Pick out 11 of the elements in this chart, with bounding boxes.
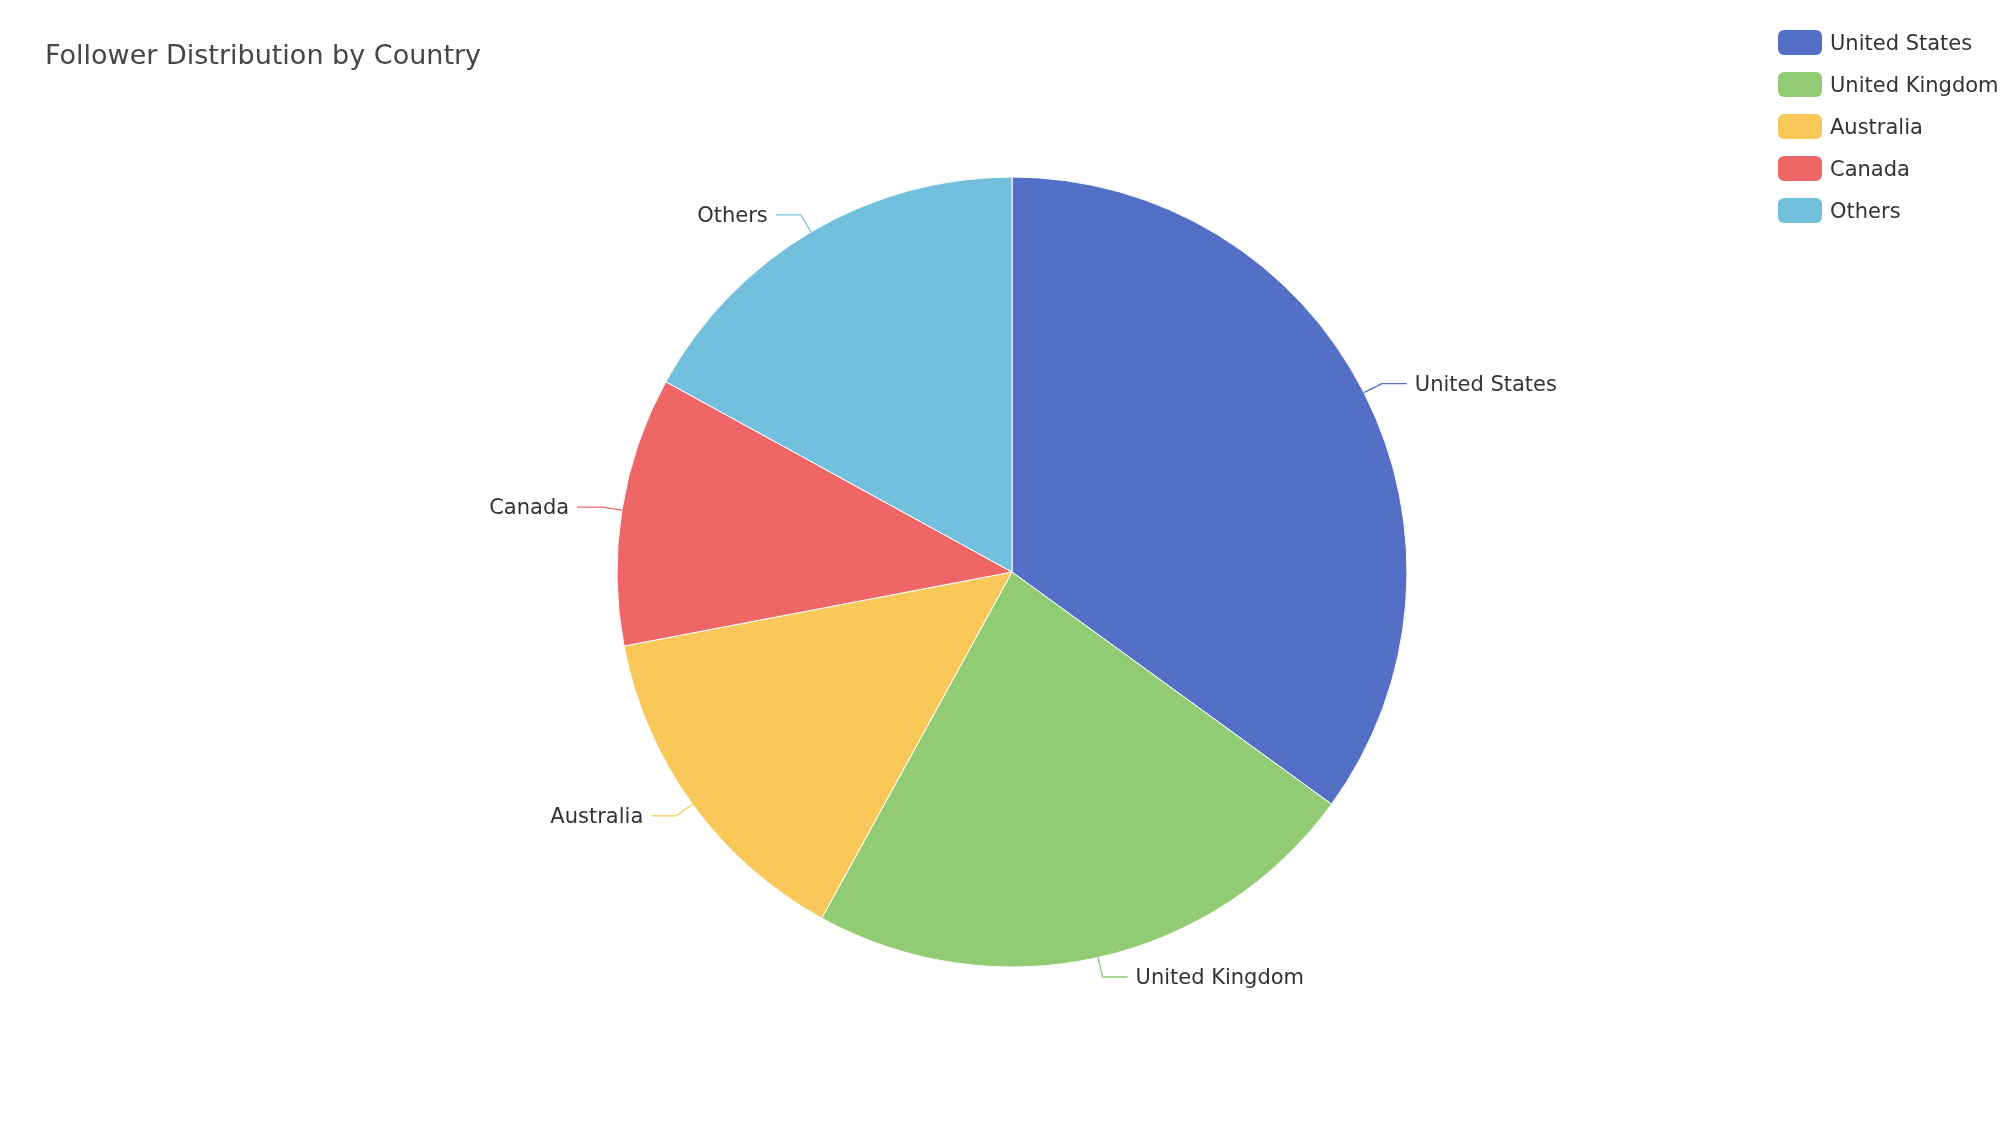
slice-label: United Kingdom xyxy=(1135,965,1305,990)
legend-label: Others xyxy=(1830,198,1901,223)
slice-label: United States xyxy=(1414,371,1557,396)
legend-label: Canada xyxy=(1830,156,1910,181)
legend-label: Australia xyxy=(1830,114,1923,139)
legend-label: United States xyxy=(1830,30,1973,55)
legend-label: United Kingdom xyxy=(1830,72,1999,97)
slice-label: Australia xyxy=(550,804,644,829)
slice-label: Others xyxy=(697,203,768,228)
text: Follower Distribution by Country xyxy=(45,39,482,70)
slice-label: Canada xyxy=(489,495,570,520)
